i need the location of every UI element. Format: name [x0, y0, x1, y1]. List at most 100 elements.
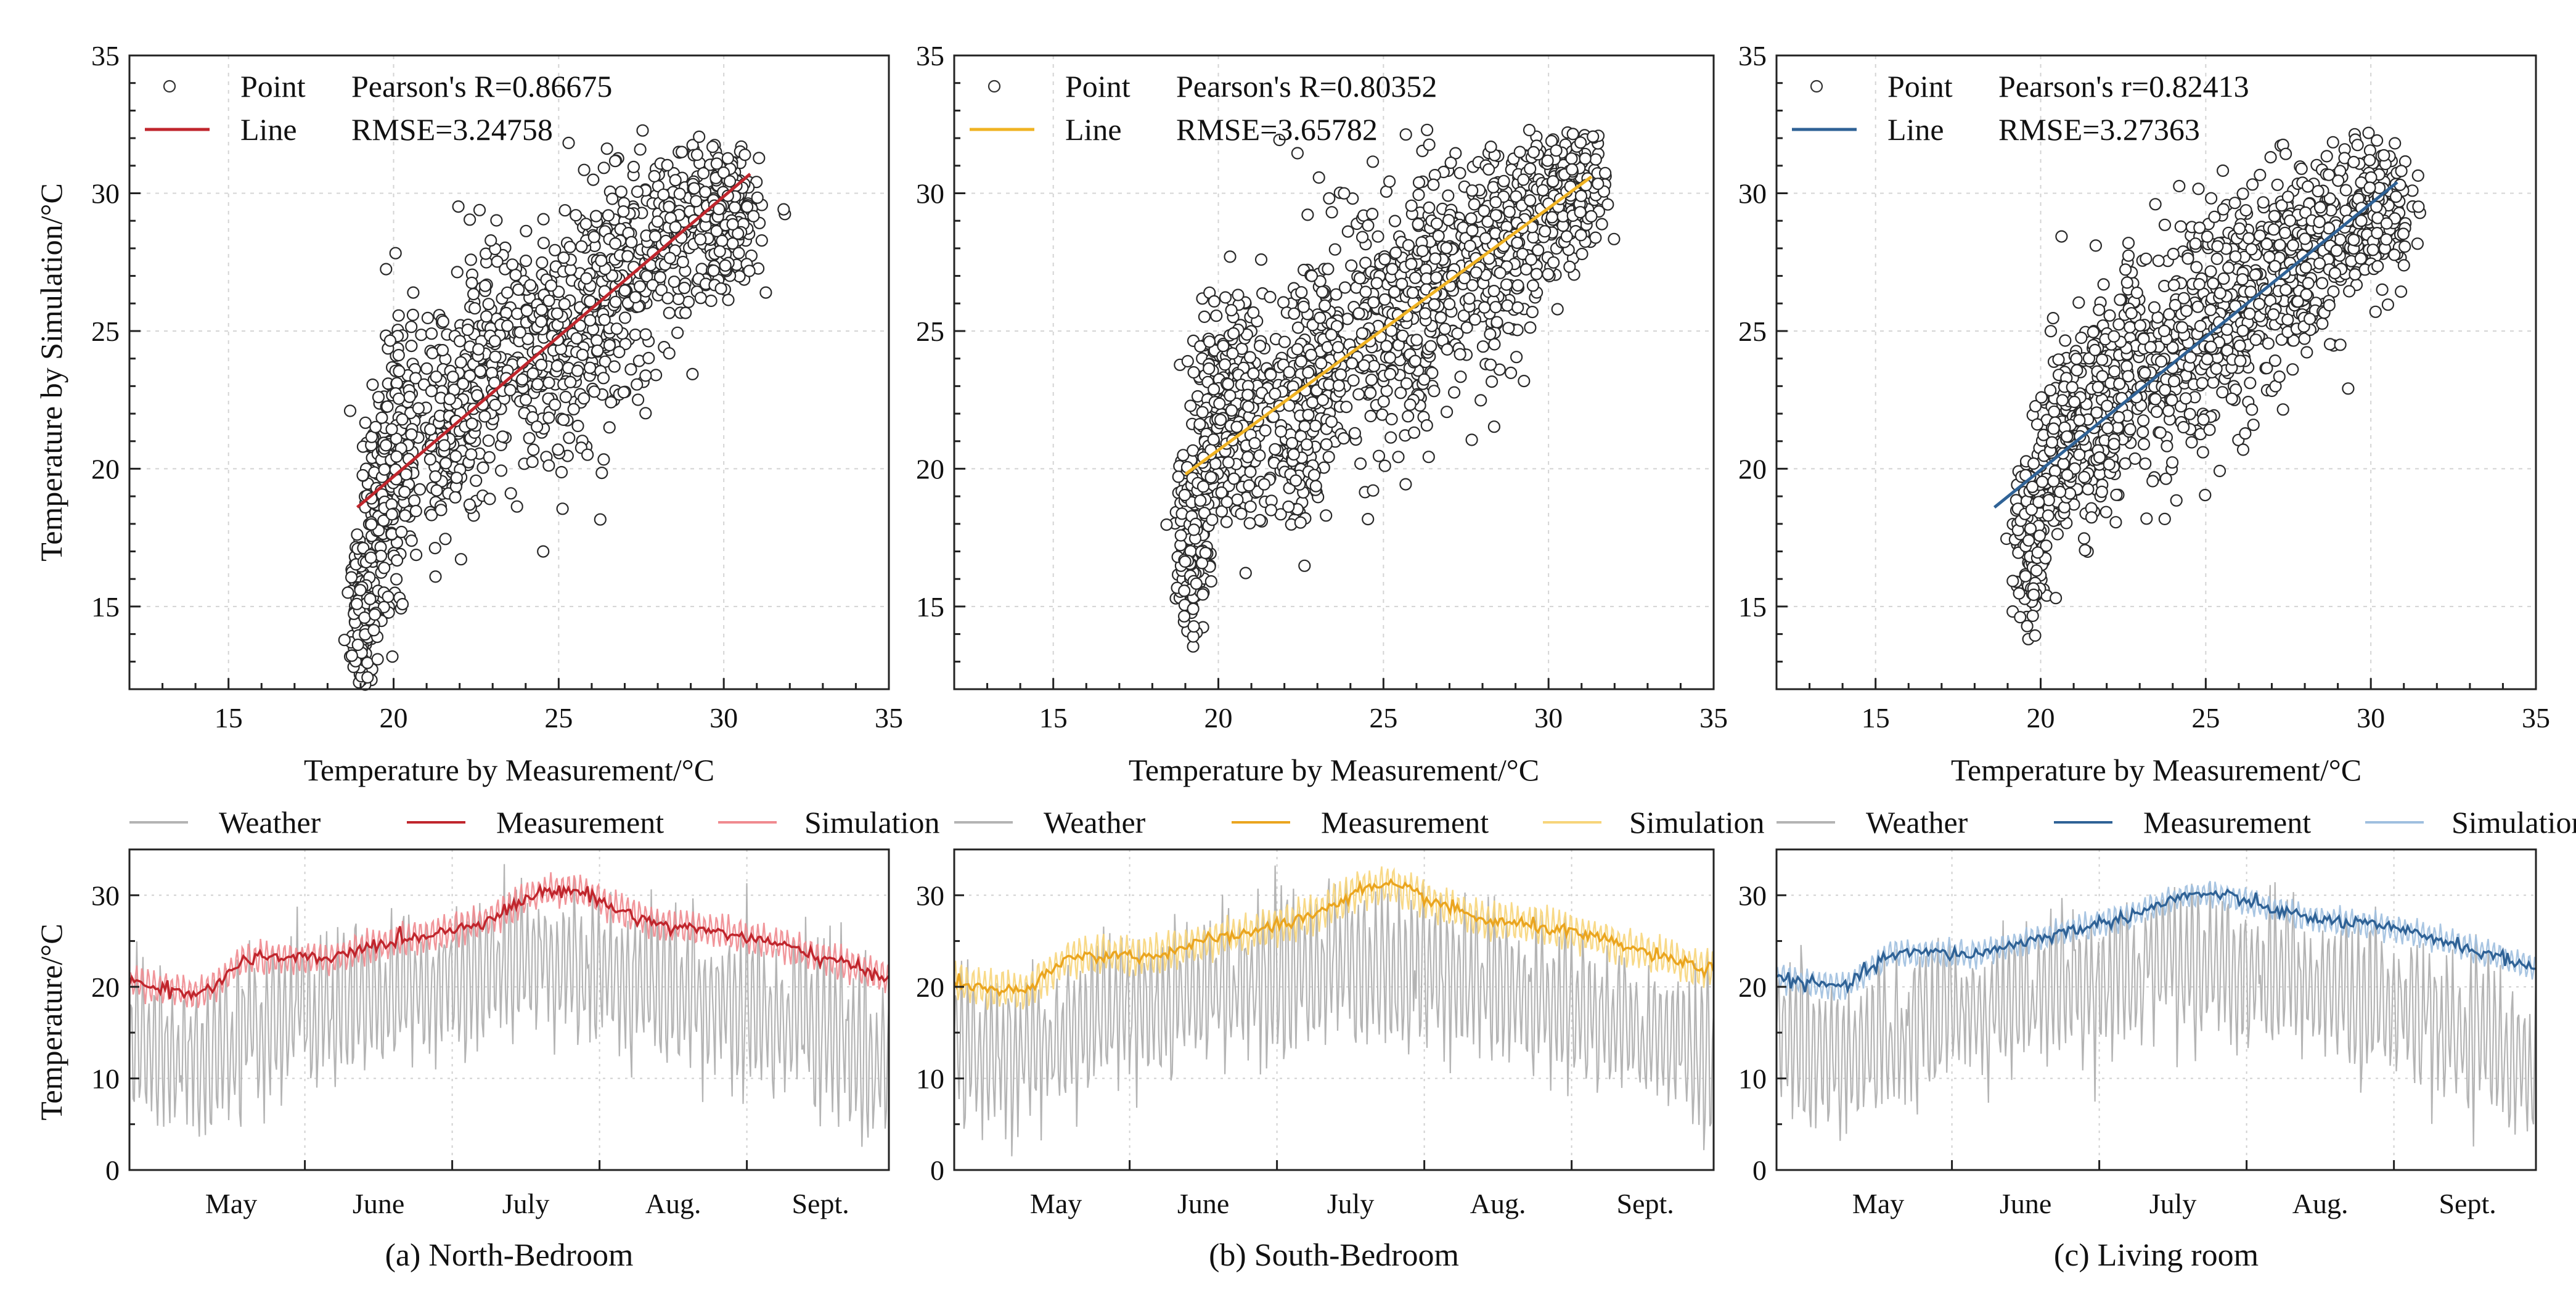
- stat-rmse: RMSE=3.24758: [351, 112, 553, 147]
- scatter-point: [472, 343, 485, 356]
- scatter-point: [1277, 296, 1290, 309]
- scatter-point: [563, 240, 576, 253]
- scatter-point: [2146, 475, 2159, 488]
- scatter-point: [1579, 152, 1592, 165]
- scatter-point: [406, 308, 420, 321]
- scatter-point: [1328, 243, 1341, 256]
- scatter-point: [1574, 189, 1588, 202]
- scatter-point: [713, 245, 726, 258]
- scatter-point: [1207, 383, 1221, 396]
- scatter-point: [405, 534, 418, 547]
- scatter-point: [430, 484, 443, 497]
- scatter-point: [501, 286, 514, 299]
- scatter-point: [1378, 459, 1391, 472]
- scatter-point: [2112, 411, 2125, 424]
- scatter-point: [519, 255, 533, 268]
- scatter-point: [467, 288, 480, 301]
- scatter-point: [2204, 340, 2217, 353]
- scatter-point: [1264, 290, 1277, 303]
- scatter-point: [1314, 311, 1327, 324]
- scatter-point: [2130, 286, 2143, 300]
- scatter-point: [359, 416, 372, 429]
- scatter-point: [2192, 182, 2205, 195]
- scatter-point: [552, 443, 565, 456]
- scatter-point: [1244, 500, 1257, 513]
- legend: Weather Measurement Simulation: [954, 805, 1764, 840]
- scatter-point: [520, 304, 533, 317]
- scatter-point: [1184, 399, 1197, 412]
- scatter-point: [537, 213, 550, 226]
- scatter-point: [2216, 386, 2229, 399]
- scatter-point: [542, 294, 555, 307]
- scatter-point: [2071, 364, 2083, 377]
- scatter-point: [1325, 329, 1338, 342]
- scatter-point: [1524, 321, 1537, 334]
- scatter-point: [2110, 488, 2123, 501]
- scatter-point: [2047, 475, 2060, 488]
- scatter-point: [392, 348, 405, 362]
- scatter-point: [1364, 409, 1377, 423]
- scatter-point: [706, 141, 719, 153]
- scatter-point: [1330, 288, 1343, 301]
- scatter-point: [567, 403, 580, 415]
- scatter-point: [1243, 517, 1256, 530]
- scatter-point: [597, 372, 610, 385]
- scatter-point: [1399, 478, 1412, 491]
- scatter-point: [2254, 168, 2267, 181]
- scatter-point: [2389, 137, 2402, 150]
- measurement-series: [953, 878, 1715, 997]
- scatter-point: [639, 407, 652, 420]
- scatter-point: [1490, 316, 1503, 329]
- scatter-point: [449, 414, 463, 428]
- scatter-point: [1288, 307, 1301, 320]
- scatter-point: [2138, 366, 2151, 380]
- scatter-point: [1532, 243, 1545, 256]
- y-tick-label: 30: [1738, 178, 1767, 209]
- scatter-point: [2299, 206, 2312, 219]
- scatter-point: [694, 233, 707, 246]
- scatter-point: [393, 365, 406, 378]
- scatter-point: [2245, 243, 2258, 256]
- scatter-point: [1408, 426, 1421, 439]
- scatter-point: [345, 571, 358, 584]
- scatter-point: [2133, 319, 2147, 332]
- scatter-point: [617, 386, 630, 399]
- scatter-point: [536, 256, 549, 269]
- scatter-point: [1187, 366, 1200, 379]
- scatter-point: [615, 186, 628, 198]
- scatter-point: [2347, 234, 2360, 247]
- scatter-point: [2093, 451, 2106, 464]
- month-label: May: [205, 1188, 257, 1219]
- scatter-point: [1338, 281, 1352, 294]
- scatter-point: [480, 310, 493, 323]
- scatter-point: [2175, 321, 2189, 334]
- scatter-point: [2347, 155, 2360, 168]
- x-tick-label: 15: [1862, 702, 1890, 734]
- scatter-point: [2055, 230, 2068, 243]
- scatter-point: [1402, 410, 1415, 423]
- scatter-point: [2058, 501, 2071, 513]
- scatter-point: [777, 203, 790, 216]
- legend-label: Measurement: [1321, 805, 1489, 840]
- scatter-point: [1428, 385, 1441, 398]
- scatter-point: [2061, 468, 2074, 481]
- scatter-point: [1244, 465, 1257, 478]
- scatter-point: [2120, 276, 2133, 289]
- scatter-point: [471, 389, 484, 402]
- scatter-point: [1291, 147, 1304, 160]
- scatter-point: [390, 573, 403, 586]
- scatter-point: [697, 166, 710, 180]
- scatter-point: [578, 392, 591, 405]
- scatter-point: [571, 419, 584, 433]
- scatter-point: [559, 390, 572, 404]
- panel-caption: (a) North-Bedroom: [385, 1238, 634, 1273]
- scatter-point: [1207, 433, 1220, 446]
- scatter-point: [2214, 287, 2226, 300]
- scatter-point: [494, 464, 508, 477]
- scatter-point: [1394, 387, 1407, 399]
- scatter-point: [413, 483, 427, 496]
- scatter-point: [1241, 400, 1255, 413]
- scatter-point: [747, 210, 760, 223]
- scatter-point: [464, 253, 478, 266]
- scatter-point: [1524, 162, 1537, 175]
